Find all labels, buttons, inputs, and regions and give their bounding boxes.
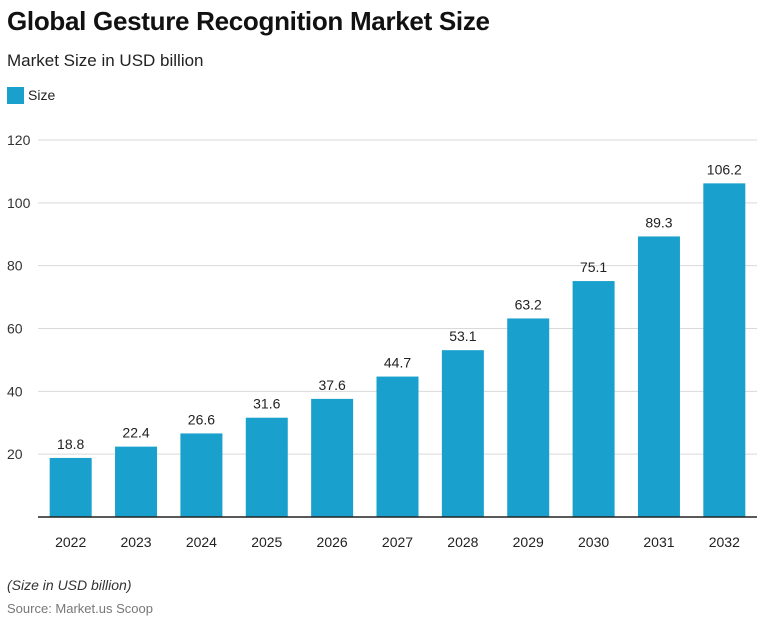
legend: Size xyxy=(7,86,55,104)
x-tick-label-2032: 2032 xyxy=(709,534,740,550)
footnote: (Size in USD billion) xyxy=(7,577,132,593)
bar-2024 xyxy=(180,433,223,517)
bar-2028 xyxy=(441,350,484,517)
value-label-2027: 44.7 xyxy=(384,355,411,371)
x-tick-label-2025: 2025 xyxy=(251,534,282,550)
bar-2026 xyxy=(311,398,354,517)
y-tick-label-60: 60 xyxy=(7,321,23,337)
x-tick-label-2027: 2027 xyxy=(382,534,413,550)
legend-swatch-size xyxy=(7,86,24,104)
y-tick-label-40: 40 xyxy=(7,383,23,399)
source-note: Source: Market.us Scoop xyxy=(7,601,153,616)
chart-subtitle: Market Size in USD billion xyxy=(7,51,204,70)
x-tick-label-2031: 2031 xyxy=(643,534,674,550)
bar-2031 xyxy=(637,236,680,518)
bar-2022 xyxy=(49,457,92,517)
x-tick-label-2026: 2026 xyxy=(317,534,348,550)
bar-2029 xyxy=(507,318,550,517)
value-label-2029: 63.2 xyxy=(515,296,542,312)
y-tick-label-120: 120 xyxy=(7,132,31,148)
value-label-2023: 22.4 xyxy=(122,425,149,441)
bar-2030 xyxy=(572,281,615,517)
bar-2027 xyxy=(376,376,419,517)
x-tick-label-2030: 2030 xyxy=(578,534,609,550)
value-label-2026: 37.6 xyxy=(319,377,346,393)
value-label-2032: 106.2 xyxy=(707,161,742,177)
bar-2025 xyxy=(245,417,288,517)
value-label-2025: 31.6 xyxy=(253,396,280,412)
x-tick-label-2023: 2023 xyxy=(120,534,151,550)
value-label-2024: 26.6 xyxy=(188,411,215,427)
legend-label-size: Size xyxy=(28,87,56,103)
bar-2032 xyxy=(703,183,746,518)
value-label-2028: 53.1 xyxy=(449,328,476,344)
y-tick-label-100: 100 xyxy=(7,195,31,211)
y-tick-label-20: 20 xyxy=(7,446,23,462)
bar-2023 xyxy=(115,446,158,517)
value-label-2031: 89.3 xyxy=(645,214,672,230)
x-tick-label-2029: 2029 xyxy=(513,534,544,550)
value-label-2030: 75.1 xyxy=(580,259,607,275)
chart-title: Global Gesture Recognition Market Size xyxy=(7,6,490,36)
x-tick-label-2028: 2028 xyxy=(447,534,478,550)
x-tick-label-2024: 2024 xyxy=(186,534,217,550)
value-label-2022: 18.8 xyxy=(57,436,84,452)
y-tick-label-80: 80 xyxy=(7,258,23,274)
x-tick-label-2022: 2022 xyxy=(55,534,86,550)
